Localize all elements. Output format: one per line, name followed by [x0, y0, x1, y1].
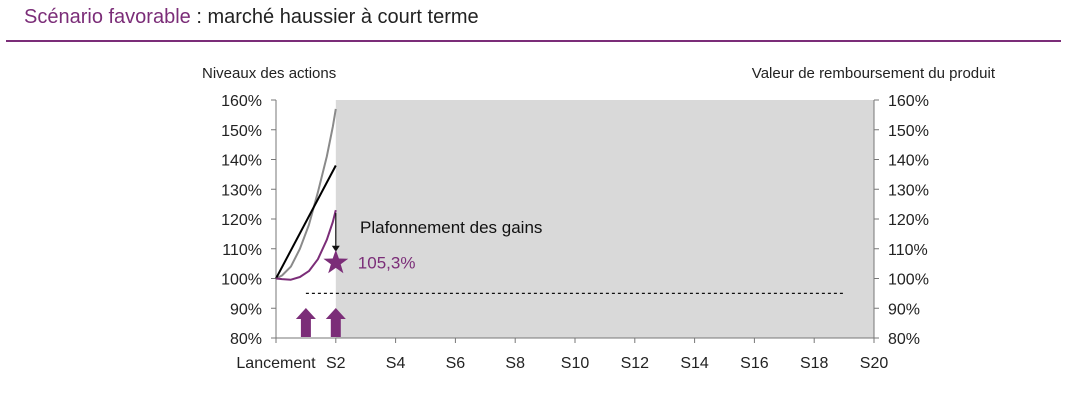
- title-accent: Scénario favorable: [24, 6, 191, 28]
- right-y-tick-label: 90%: [888, 301, 920, 318]
- result-star-icon: [323, 249, 349, 274]
- right-y-tick-label: 150%: [888, 123, 929, 140]
- cap-arrow-head: [331, 245, 340, 252]
- x-tick-label: S8: [505, 355, 525, 372]
- series-line-0: [275, 108, 337, 280]
- right-y-tick-label: 100%: [888, 272, 929, 289]
- cap-annotation-label: Plafonnement des gains: [360, 218, 542, 237]
- observation-arrow-icon: [325, 308, 346, 337]
- observation-arrow-icon: [295, 308, 316, 337]
- right-y-tick-label: 160%: [888, 93, 929, 110]
- right-axis-label: Valeur de remboursement du produit: [752, 65, 996, 82]
- left-y-tick-label: 160%: [221, 93, 262, 110]
- series-line-1: [275, 165, 337, 279]
- x-tick-label: S20: [860, 355, 889, 372]
- right-y-tick-label: 80%: [888, 331, 920, 348]
- x-tick-label: S4: [386, 355, 406, 372]
- left-y-tick-label: 100%: [221, 272, 262, 289]
- x-tick-label: S12: [621, 355, 650, 372]
- left-y-tick-label: 120%: [221, 212, 262, 229]
- left-axis-label: Niveaux des actions: [202, 65, 336, 82]
- page-title: Scénario favorable : marché haussier à c…: [24, 6, 479, 29]
- x-tick-label: S2: [326, 355, 346, 372]
- title-rest: : marché haussier à court terme: [190, 6, 479, 28]
- x-tick-label: S10: [561, 355, 590, 372]
- left-y-tick-label: 90%: [230, 301, 262, 318]
- shaded-region: [335, 100, 874, 338]
- x-tick-label: S18: [800, 355, 829, 372]
- right-y-tick-label: 130%: [888, 182, 929, 199]
- left-y-tick-label: 80%: [230, 331, 262, 348]
- left-y-tick-label: 150%: [221, 123, 262, 140]
- x-tick-label: S6: [446, 355, 466, 372]
- left-y-tick-label: 140%: [221, 153, 262, 170]
- right-y-tick-label: 110%: [888, 242, 928, 259]
- left-y-tick-label: 130%: [221, 182, 262, 199]
- left-y-tick-label: 110%: [222, 242, 262, 259]
- right-y-tick-label: 120%: [888, 212, 929, 229]
- x-tick-label: Lancement: [236, 355, 316, 372]
- x-tick-label: S14: [680, 355, 709, 372]
- title-rule: [6, 40, 1061, 42]
- series-line-2: [275, 209, 337, 281]
- x-tick-label: S16: [740, 355, 769, 372]
- result-value-label: 105,3%: [358, 254, 416, 273]
- right-y-tick-label: 140%: [888, 153, 929, 170]
